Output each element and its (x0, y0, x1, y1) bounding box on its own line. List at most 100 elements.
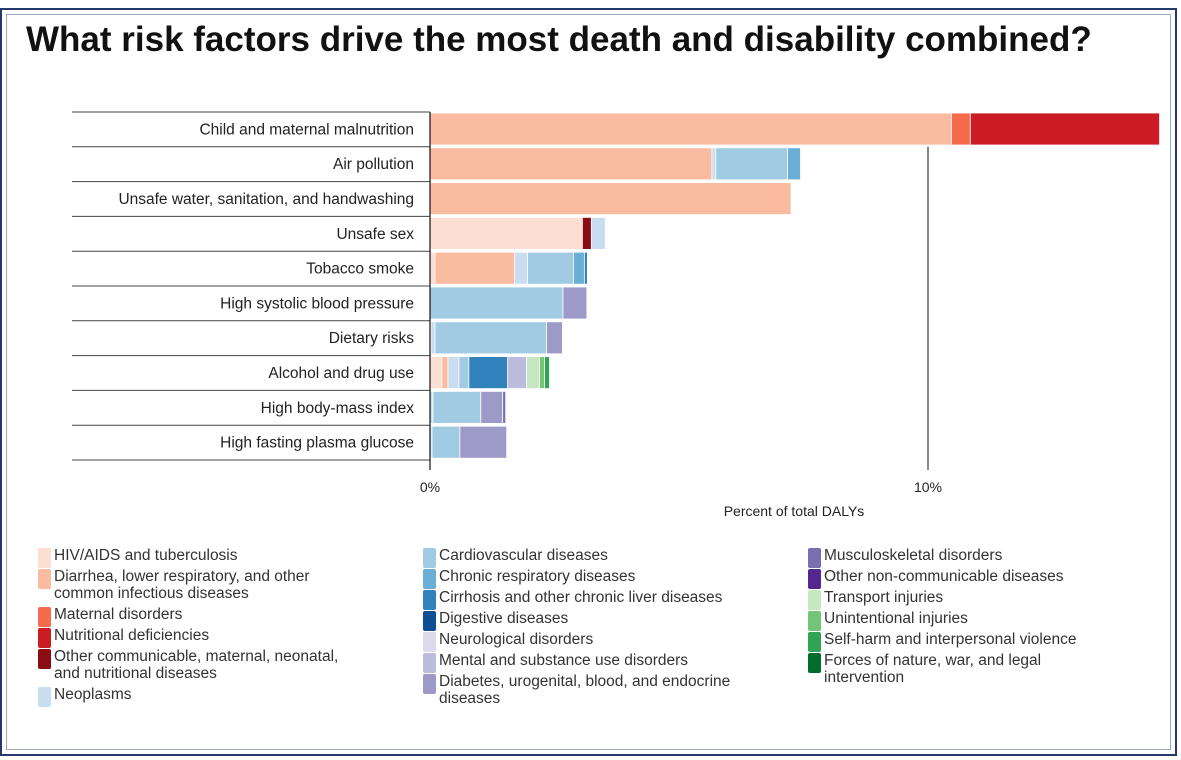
legend-item: Chronic respiratory diseases (423, 568, 730, 589)
bar-segment: Diabetes, urogenital, blood, and endocri… (459, 425, 508, 459)
bar-segment: HIV/AIDS and tuberculosis (429, 251, 436, 285)
bar-segment: Maternal disorders (951, 112, 971, 146)
legend-item: Diabetes, urogenital, blood, and endocri… (423, 673, 730, 707)
legend-label: Diarrhea, lower respiratory, and other c… (54, 568, 310, 602)
legend-item: Neoplasms (38, 686, 338, 707)
legend-label: Self-harm and interpersonal violence (824, 631, 1077, 648)
bar-segment: Transport injuries (526, 356, 540, 390)
bar-segment: Cirrhosis and other chronic liver diseas… (468, 356, 509, 390)
legend-label: Musculoskeletal disorders (824, 547, 1003, 564)
legend-label: Neoplasms (54, 686, 132, 703)
legend-swatch (808, 632, 821, 652)
bar-segment: Self-harm and interpersonal violence (544, 356, 550, 390)
bar-segment: Cardiovascular diseases (527, 251, 574, 285)
legend-label: Cirrhosis and other chronic liver diseas… (439, 589, 723, 606)
legend-label: Other non-communicable diseases (824, 568, 1064, 585)
legend-item: Maternal disorders (38, 606, 338, 627)
bar-segment: Cirrhosis and other chronic liver diseas… (583, 251, 588, 285)
legend-column: Cardiovascular diseases Chronic respirato… (423, 547, 730, 711)
category-label: Unsafe water, sanitation, and handwashin… (118, 191, 414, 208)
bar-segment: Chronic respiratory diseases (573, 251, 585, 285)
bar-segment: Diarrhea, lower respiratory, and other c… (434, 251, 516, 285)
bar-segment: Cardiovascular diseases (432, 390, 482, 424)
legend-swatch (38, 649, 51, 669)
legend-item: Transport injuries (808, 589, 1076, 610)
bar-segment: Diabetes, urogenital, blood, and endocri… (480, 390, 504, 424)
bar-segment: Cardiovascular diseases (715, 147, 788, 181)
bar-segment: Nutritional deficiencies (969, 112, 1160, 146)
bar-segment: Cardiovascular diseases (458, 356, 470, 390)
chart-frame-inner (6, 14, 1171, 750)
legend-swatch (423, 653, 436, 673)
legend-item: Other non-communicable diseases (808, 568, 1076, 589)
legend-swatch (38, 687, 51, 707)
legend-label: Unintentional injuries (824, 610, 968, 627)
legend-swatch (808, 548, 821, 568)
category-label: Alcohol and drug use (268, 365, 414, 382)
legend-swatch (423, 611, 436, 631)
bar-segment: HIV/AIDS and tuberculosis (429, 356, 443, 390)
stacked-bar-chart: Child and maternal malnutrition Diarrhea,… (72, 111, 1160, 519)
bar-segment: Neoplasms (447, 356, 460, 390)
legend-item: Unintentional injuries (808, 610, 1076, 631)
bar-segment: Diarrhea, lower respiratory, and other c… (441, 356, 449, 390)
legend-label: Digestive diseases (439, 610, 569, 627)
legend-label: Mental and substance use disorders (439, 652, 689, 669)
bar-segment: HIV/AIDS and tuberculosis (429, 216, 583, 250)
legend-label: HIV/AIDS and tuberculosis (54, 547, 238, 564)
bar-segment: Diarrhea, lower respiratory, and other c… (429, 182, 792, 216)
legend-swatch (423, 674, 436, 694)
legend-column: Musculoskeletal disorders Other non-commu… (808, 547, 1076, 690)
legend-swatch (38, 607, 51, 627)
bar-segment: Chronic respiratory diseases (787, 147, 801, 181)
legend-label: Chronic respiratory diseases (439, 568, 636, 585)
legend-swatch (423, 590, 436, 610)
bar-segment: Diabetes, urogenital, blood, and endocri… (562, 286, 588, 320)
legend-item: Nutritional deficiencies (38, 627, 338, 648)
legend-swatch (423, 548, 436, 568)
bar-segment: Diarrhea, lower respiratory, and other c… (429, 112, 952, 146)
legend-swatch (38, 628, 51, 648)
bar-segment: Unintentional injuries (539, 356, 545, 390)
legend-swatch (423, 632, 436, 652)
legend-label: Nutritional deficiencies (54, 627, 210, 644)
legend-swatch (423, 569, 436, 589)
legend-item: Forces of nature, war, and legal interve… (808, 652, 1076, 686)
category-label: High systolic blood pressure (220, 295, 414, 312)
legend-item: Cardiovascular diseases (423, 547, 730, 568)
legend-label: Other communicable, maternal, neonatal, … (54, 648, 339, 682)
bar-segment: Musculoskeletal disorders (502, 390, 507, 424)
bar-segment: Neoplasms (711, 147, 717, 181)
legend-item: Self-harm and interpersonal violence (808, 631, 1077, 652)
legend-item: Musculoskeletal disorders (808, 547, 1076, 568)
bar-segment: Neoplasms (590, 216, 606, 250)
legend-item: Other communicable, maternal, neonatal, … (38, 648, 338, 682)
legend-swatch (808, 569, 821, 589)
category-label: High fasting plasma glucose (220, 435, 414, 452)
legend-swatch (38, 548, 51, 568)
tick-label: 10% (914, 479, 942, 495)
legend-label: Forces of nature, war, and legal interve… (824, 652, 1042, 686)
bar-segment: Other communicable, maternal, neonatal, … (581, 216, 592, 250)
tick-label: 0% (420, 479, 440, 495)
legend-item: Diarrhea, lower respiratory, and other c… (38, 568, 338, 602)
legend-item: Mental and substance use disorders (423, 652, 730, 673)
bar-segment: Neoplasms (514, 251, 529, 285)
legend-label: Cardiovascular diseases (439, 547, 608, 564)
legend-item: Digestive diseases (423, 610, 730, 631)
bar-segment: Diarrhea, lower respiratory, and other c… (429, 147, 713, 181)
bar-segment: Cardiovascular diseases (429, 286, 564, 320)
bar-segment: Cardiovascular diseases (434, 321, 547, 355)
category-label: Child and maternal malnutrition (199, 121, 414, 138)
legend-swatch (808, 611, 821, 631)
x-axis-label: Percent of total DALYs (724, 503, 865, 519)
bar-segment: Cardiovascular diseases (431, 425, 461, 459)
legend-swatch (808, 653, 821, 673)
bar-segment: Neoplasms (430, 321, 436, 355)
category-label: Unsafe sex (336, 226, 414, 243)
legend-label: Maternal disorders (54, 606, 183, 623)
legend-swatch (808, 590, 821, 610)
legend-item: Cirrhosis and other chronic liver diseas… (423, 589, 730, 610)
legend-label: Diabetes, urogenital, blood, and endocri… (439, 673, 731, 707)
category-label: Tobacco smoke (306, 261, 414, 278)
